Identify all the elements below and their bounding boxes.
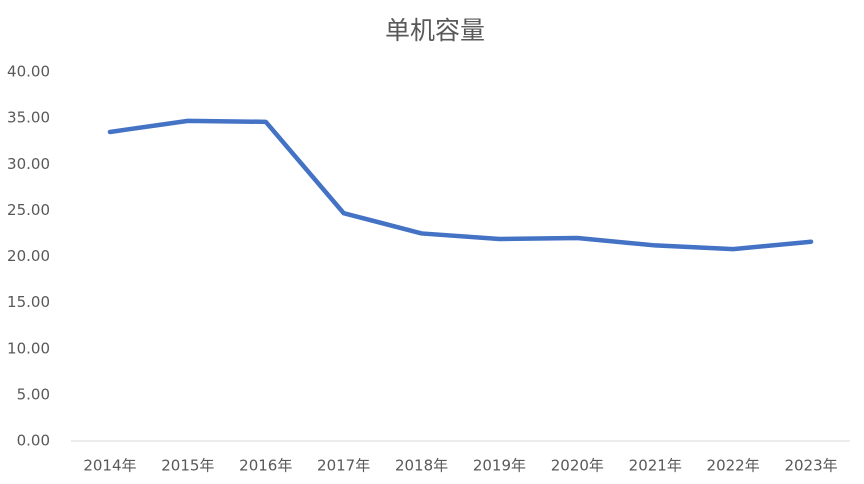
- x-tick-label: 2023年: [784, 457, 837, 475]
- y-tick-label: 25.00: [7, 201, 50, 219]
- y-tick-label: 15.00: [7, 293, 50, 311]
- x-tick-label: 2019年: [473, 457, 526, 475]
- x-tick-label: 2016年: [239, 457, 292, 475]
- y-tick-label: 5.00: [17, 385, 50, 403]
- x-tick-label: 2021年: [629, 457, 682, 475]
- x-tick-label: 2020年: [551, 457, 604, 475]
- y-tick-label: 40.00: [7, 63, 50, 81]
- chart-title: 单机容量: [385, 16, 485, 45]
- x-tick-label: 2014年: [83, 457, 136, 475]
- x-tick-label: 2018年: [395, 457, 448, 475]
- y-tick-label: 30.00: [7, 155, 50, 173]
- data-line: [107, 118, 814, 252]
- y-tick-label: 0.00: [17, 432, 50, 450]
- y-tick-label: 20.00: [7, 247, 50, 265]
- x-tick-label: 2015年: [161, 457, 214, 475]
- x-tick-label: 2022年: [707, 457, 760, 475]
- y-tick-label: 35.00: [7, 109, 50, 127]
- x-tick-label: 2017年: [317, 457, 370, 475]
- y-tick-label: 10.00: [7, 339, 50, 357]
